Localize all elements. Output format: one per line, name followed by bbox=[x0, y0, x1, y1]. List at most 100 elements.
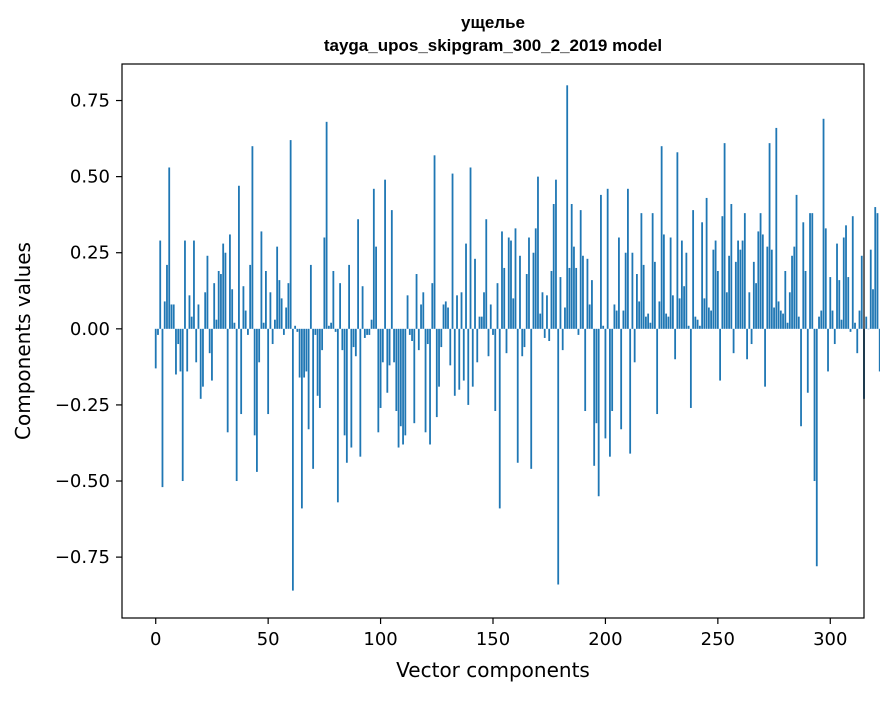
bar-component-185 bbox=[571, 204, 573, 329]
bar-component-118 bbox=[420, 304, 422, 328]
bar-component-277 bbox=[778, 301, 780, 328]
bar-component-144 bbox=[479, 317, 481, 329]
bar-component-162 bbox=[519, 256, 521, 329]
bar-component-184 bbox=[569, 268, 571, 329]
bar-component-119 bbox=[422, 292, 424, 329]
bar-component-39 bbox=[243, 286, 245, 329]
bar-component-235 bbox=[683, 286, 685, 329]
bar-component-318 bbox=[870, 250, 872, 329]
bar-component-40 bbox=[245, 311, 247, 329]
bar-component-95 bbox=[368, 329, 370, 335]
bar-component-262 bbox=[744, 213, 746, 329]
bar-component-313 bbox=[859, 311, 861, 329]
bar-component-306 bbox=[843, 238, 845, 329]
bar-component-58 bbox=[285, 308, 287, 329]
bar-component-131 bbox=[449, 329, 451, 366]
bar-component-50 bbox=[267, 329, 269, 414]
bar-component-137 bbox=[463, 329, 465, 381]
x-tick-label-50: 50 bbox=[257, 629, 280, 650]
bar-component-33 bbox=[229, 234, 231, 328]
bar-component-48 bbox=[263, 323, 265, 329]
bar-component-285 bbox=[796, 195, 798, 329]
bar-component-49 bbox=[265, 271, 267, 329]
bar-component-41 bbox=[247, 329, 249, 335]
bar-component-101 bbox=[382, 329, 384, 362]
bar-component-191 bbox=[584, 329, 586, 411]
bar-component-240 bbox=[694, 317, 696, 329]
bar-component-246 bbox=[708, 308, 710, 329]
bar-component-173 bbox=[544, 329, 546, 338]
bar-component-304 bbox=[838, 280, 840, 329]
bar-component-284 bbox=[793, 247, 795, 329]
bar-component-85 bbox=[346, 329, 348, 463]
bar-component-281 bbox=[787, 323, 789, 329]
bar-component-63 bbox=[296, 329, 298, 332]
bar-component-155 bbox=[503, 268, 505, 329]
bar-component-289 bbox=[805, 271, 807, 329]
bar-component-37 bbox=[238, 186, 240, 329]
bar-component-147 bbox=[485, 219, 487, 329]
bar-component-300 bbox=[829, 277, 831, 329]
bar-component-72 bbox=[317, 329, 319, 396]
bar-component-130 bbox=[447, 308, 449, 329]
bar-component-3 bbox=[162, 329, 164, 487]
bar-component-254 bbox=[726, 292, 728, 329]
bar-component-16 bbox=[191, 317, 193, 329]
bar-component-78 bbox=[330, 323, 332, 329]
bar-component-114 bbox=[411, 329, 413, 341]
bar-component-290 bbox=[807, 329, 809, 393]
bar-component-244 bbox=[703, 298, 705, 328]
bar-component-47 bbox=[261, 231, 263, 328]
bar-component-143 bbox=[476, 329, 478, 362]
bar-component-208 bbox=[623, 311, 625, 329]
bar-component-158 bbox=[510, 241, 512, 329]
bar-component-248 bbox=[712, 250, 714, 329]
bar-component-125 bbox=[436, 329, 438, 417]
bar-component-110 bbox=[402, 329, 404, 445]
bar-component-224 bbox=[658, 301, 660, 328]
bar-component-210 bbox=[627, 189, 629, 329]
bar-component-82 bbox=[339, 283, 341, 329]
bar-component-154 bbox=[501, 231, 503, 328]
bar-component-287 bbox=[800, 329, 802, 426]
bar-component-245 bbox=[706, 198, 708, 329]
bar-component-180 bbox=[560, 277, 562, 329]
bar-component-272 bbox=[766, 247, 768, 329]
y-tick-label-3: 0.00 bbox=[70, 319, 110, 340]
bar-component-303 bbox=[836, 244, 838, 329]
bar-component-138 bbox=[465, 244, 467, 329]
bar-component-128 bbox=[443, 304, 445, 328]
bar-component-107 bbox=[395, 329, 397, 411]
bar-component-305 bbox=[841, 320, 843, 329]
bar-component-132 bbox=[452, 174, 454, 329]
bar-component-271 bbox=[764, 329, 766, 387]
bar-component-294 bbox=[816, 329, 818, 566]
bar-component-220 bbox=[649, 323, 651, 329]
bar-component-253 bbox=[724, 143, 726, 329]
bar-component-11 bbox=[180, 329, 182, 372]
bar-component-140 bbox=[470, 167, 472, 328]
bar-component-217 bbox=[643, 265, 645, 329]
bar-component-21 bbox=[202, 329, 204, 387]
bar-component-189 bbox=[580, 210, 582, 329]
bar-component-71 bbox=[314, 329, 316, 335]
bar-component-273 bbox=[769, 143, 771, 329]
bar-component-310 bbox=[852, 216, 854, 329]
bar-component-314 bbox=[861, 256, 863, 329]
bar-component-160 bbox=[515, 228, 517, 328]
bar-component-181 bbox=[562, 329, 564, 350]
bar-component-56 bbox=[281, 298, 283, 328]
bar-component-99 bbox=[377, 329, 379, 432]
bar-component-18 bbox=[195, 329, 197, 362]
bar-component-293 bbox=[814, 329, 816, 481]
bar-component-260 bbox=[739, 250, 741, 329]
bar-component-163 bbox=[521, 329, 523, 356]
bar-component-216 bbox=[641, 213, 643, 329]
bar-component-124 bbox=[434, 155, 436, 329]
bar-component-139 bbox=[467, 329, 469, 405]
bar-component-12 bbox=[182, 329, 184, 481]
bar-component-259 bbox=[737, 241, 739, 329]
bar-component-66 bbox=[303, 329, 305, 378]
